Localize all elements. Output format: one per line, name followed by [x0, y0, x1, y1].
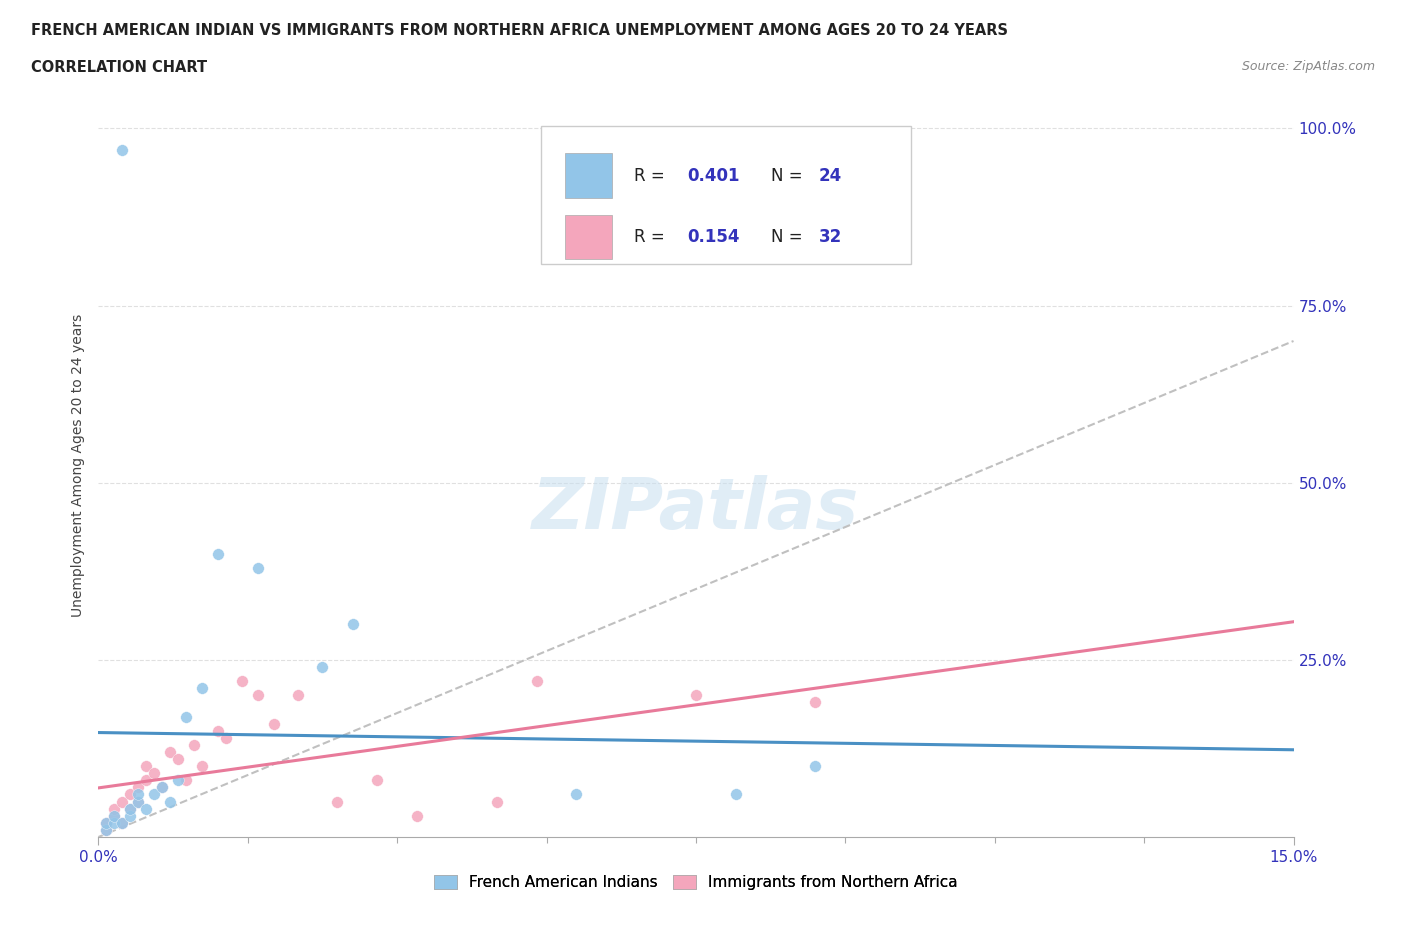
Point	[174, 709, 197, 724]
Point	[143, 765, 166, 780]
Y-axis label: Unemployment Among Ages 20 to 24 years: Unemployment Among Ages 20 to 24 years	[70, 313, 84, 617]
Point	[526, 673, 548, 688]
Point	[167, 773, 190, 788]
Point	[246, 560, 269, 575]
Text: 0.401: 0.401	[688, 166, 740, 185]
Point	[724, 787, 747, 802]
Point	[120, 802, 142, 817]
Legend: French American Indians, Immigrants from Northern Africa: French American Indians, Immigrants from…	[427, 869, 965, 897]
Point	[159, 745, 181, 760]
Point	[207, 724, 229, 738]
Point	[326, 794, 349, 809]
Point	[127, 787, 149, 802]
Text: N =: N =	[772, 166, 803, 185]
Point	[135, 802, 157, 817]
Point	[96, 822, 118, 837]
FancyBboxPatch shape	[565, 153, 612, 198]
Point	[685, 688, 707, 703]
FancyBboxPatch shape	[540, 126, 911, 264]
Point	[120, 802, 142, 817]
Point	[111, 816, 134, 830]
Point	[103, 802, 125, 817]
Point	[103, 808, 125, 823]
Point	[135, 759, 157, 774]
Text: ZIPatlas: ZIPatlas	[533, 475, 859, 544]
Point	[111, 142, 134, 157]
Point	[96, 816, 118, 830]
Text: R =: R =	[634, 228, 665, 246]
Point	[120, 787, 142, 802]
Text: 24: 24	[820, 166, 842, 185]
Point	[191, 681, 214, 696]
Point	[96, 816, 118, 830]
Point	[263, 716, 285, 731]
Point	[406, 808, 429, 823]
Point	[183, 737, 205, 752]
Point	[191, 759, 214, 774]
Point	[246, 688, 269, 703]
Point	[174, 773, 197, 788]
Text: 32: 32	[820, 228, 842, 246]
Point	[135, 773, 157, 788]
Point	[143, 787, 166, 802]
Text: Source: ZipAtlas.com: Source: ZipAtlas.com	[1241, 60, 1375, 73]
Point	[342, 617, 364, 631]
Point	[167, 751, 190, 766]
Point	[207, 546, 229, 561]
Point	[127, 780, 149, 795]
Point	[96, 822, 118, 837]
Point	[127, 794, 149, 809]
Point	[311, 659, 333, 674]
Point	[150, 780, 173, 795]
Point	[127, 794, 149, 809]
Point	[804, 759, 827, 774]
Text: FRENCH AMERICAN INDIAN VS IMMIGRANTS FROM NORTHERN AFRICA UNEMPLOYMENT AMONG AGE: FRENCH AMERICAN INDIAN VS IMMIGRANTS FRO…	[31, 23, 1008, 38]
Point	[159, 794, 181, 809]
Text: N =: N =	[772, 228, 803, 246]
Point	[485, 794, 508, 809]
Point	[231, 673, 253, 688]
Text: CORRELATION CHART: CORRELATION CHART	[31, 60, 207, 75]
Point	[111, 794, 134, 809]
Text: 0.154: 0.154	[688, 228, 740, 246]
Point	[287, 688, 309, 703]
Point	[103, 816, 125, 830]
FancyBboxPatch shape	[565, 215, 612, 259]
Point	[366, 773, 388, 788]
Text: R =: R =	[634, 166, 665, 185]
Point	[565, 787, 588, 802]
Point	[103, 808, 125, 823]
Point	[804, 695, 827, 710]
Point	[150, 780, 173, 795]
Point	[111, 816, 134, 830]
Point	[215, 730, 238, 745]
Point	[120, 808, 142, 823]
